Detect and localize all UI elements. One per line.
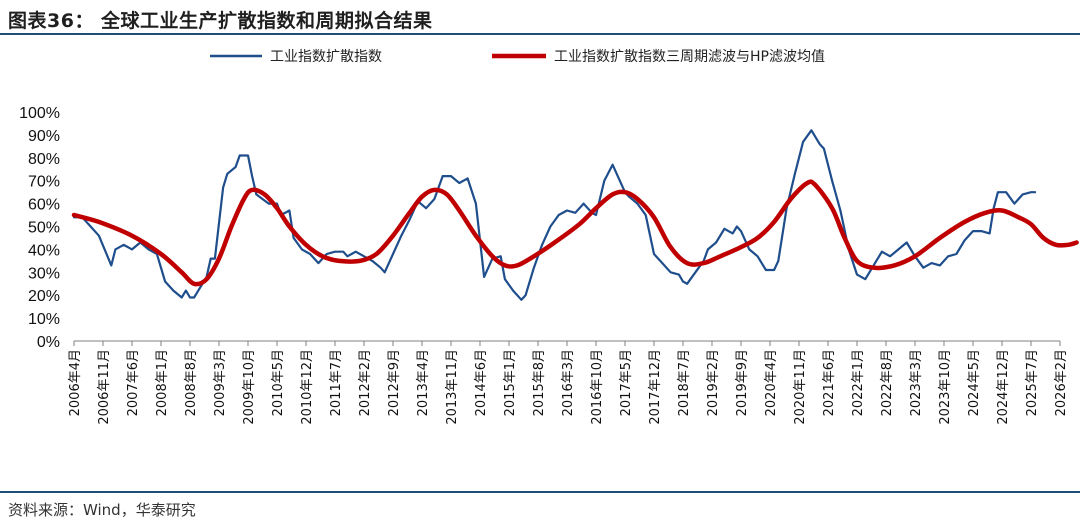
x-tick-label: 2022年8月: [880, 349, 895, 416]
x-tick-label: 2024年5月: [967, 349, 982, 416]
series-line-fit: [71, 179, 1079, 287]
x-tick-label: 2020年11月: [793, 349, 808, 425]
x-tick-label: 2007年6月: [126, 349, 141, 416]
x-tick-label: 2008年1月: [155, 349, 170, 416]
y-tick-label: 60%: [28, 197, 60, 214]
y-tick-label: 10%: [28, 311, 60, 328]
y-tick-label: 100%: [19, 105, 60, 122]
x-tick-label: 2021年6月: [822, 349, 837, 416]
x-tick-label: 2017年12月: [648, 349, 663, 425]
axes: 0% 10% 20% 30% 40% 50% 60% 70% 80% 90% 100% 2006年4月…: [19, 105, 1069, 425]
x-tick-label: 2020年4月: [764, 349, 779, 416]
y-tick-label: 80%: [28, 151, 60, 168]
x-tick-label: 2006年4月: [68, 349, 83, 416]
y-tick-label: 50%: [28, 220, 60, 237]
x-tick-label: 2013年4月: [416, 349, 431, 416]
x-tick-label: 2026年2月: [1054, 349, 1069, 416]
x-tick-label: 2012年2月: [358, 349, 373, 416]
chart-title: 图表36： 全球工业生产扩散指数和周期拟合结果: [8, 10, 433, 32]
x-tick-label: 2024年12月: [996, 349, 1011, 425]
x-tick-label: 2010年12月: [300, 349, 315, 425]
x-tick-label: 2016年10月: [590, 349, 605, 425]
x-tick-label: 2011年7月: [329, 349, 344, 416]
x-tick-label: 2012年9月: [387, 349, 402, 416]
x-tick-label: 2017年5月: [619, 349, 634, 416]
x-tick-label: 2015年1月: [503, 349, 518, 416]
x-tick-label: 2014年6月: [474, 349, 489, 416]
y-tick-label: 20%: [28, 288, 60, 305]
x-tick-label: 2019年9月: [735, 349, 750, 416]
legend: 工业指数扩散指数 工业指数扩散指数三周期滤波与HP滤波均值: [210, 49, 825, 65]
title-divider: [0, 33, 1080, 35]
series-line-raw: [72, 129, 1037, 301]
series-layer: [71, 129, 1079, 301]
x-tick-label: 2023年10月: [938, 349, 953, 425]
y-tick-label: 0%: [37, 334, 60, 351]
source-divider: [0, 491, 1080, 493]
x-tick-label: 2025年7月: [1025, 349, 1040, 416]
x-tick-label: 2018年7月: [677, 349, 692, 416]
y-tick-label: 40%: [28, 242, 60, 259]
x-tick-label: 2019年2月: [706, 349, 721, 416]
x-tick-label: 2016年3月: [561, 349, 576, 416]
x-tick-label: 2015年8月: [532, 349, 547, 416]
x-tick-label: 2006年11月: [97, 349, 112, 425]
source-note: 资料来源：Wind，华泰研究: [8, 501, 196, 519]
x-tick-label: 2022年1月: [851, 349, 866, 416]
legend-label-raw: 工业指数扩散指数: [270, 49, 382, 65]
y-tick-label: 70%: [28, 174, 60, 191]
x-tick-label: 2023年3月: [909, 349, 924, 416]
legend-label-fit: 工业指数扩散指数三周期滤波与HP滤波均值: [554, 49, 825, 65]
y-tick-label: 90%: [28, 128, 60, 145]
x-tick-label: 2010年5月: [271, 349, 286, 416]
line-chart: 工业指数扩散指数 工业指数扩散指数三周期滤波与HP滤波均值 0% 10% 20% 30…: [19, 49, 1079, 425]
x-tick-label: 2013年11月: [445, 349, 460, 425]
y-tick-label: 30%: [28, 265, 60, 282]
x-tick-label: 2008年8月: [184, 349, 199, 416]
x-tick-label: 2009年10月: [242, 349, 257, 425]
x-tick-label: 2009年3月: [213, 349, 228, 416]
